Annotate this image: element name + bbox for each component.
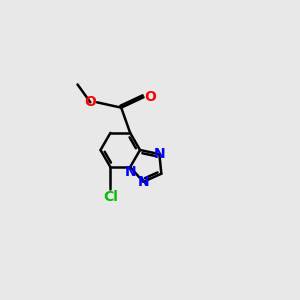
Text: O: O (144, 90, 156, 104)
Text: Cl: Cl (103, 190, 118, 204)
Text: N: N (124, 165, 136, 179)
Text: N: N (154, 147, 165, 161)
Text: N: N (137, 175, 149, 189)
Text: O: O (84, 95, 96, 109)
